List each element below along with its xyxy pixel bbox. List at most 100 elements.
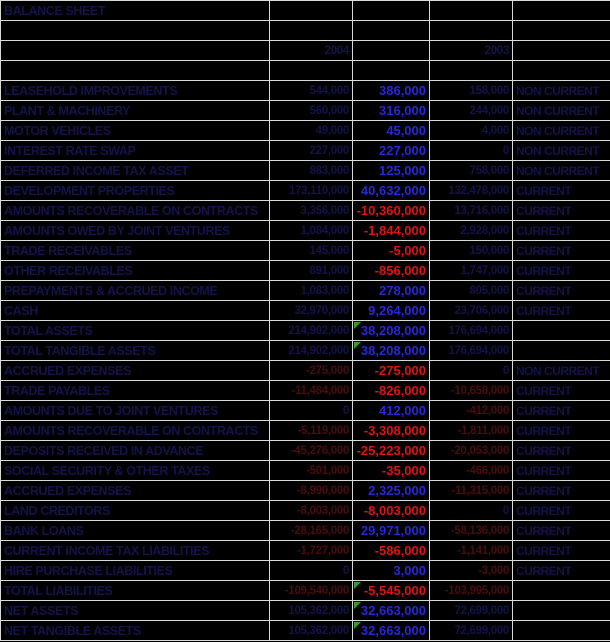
cell-diff[interactable]: 278,000 [352, 280, 430, 301]
cell-2004[interactable]: 32,970,000 [269, 300, 353, 321]
cell-diff[interactable]: 32,663,000 [352, 600, 430, 621]
cell-2004[interactable]: -109,540,000 [269, 580, 353, 601]
cell-2003[interactable]: -103,995,000 [429, 580, 513, 601]
cell-2004[interactable]: 560,000 [269, 100, 353, 121]
cell-2003[interactable]: 4,000 [429, 120, 513, 141]
cell-classification[interactable]: NON CURRENT [512, 360, 610, 381]
cell-diff[interactable]: 32,663,000 [352, 620, 430, 641]
cell-2003[interactable]: 158,000 [429, 80, 513, 101]
cell-diff[interactable]: 125,000 [352, 160, 430, 181]
cell-diff[interactable] [352, 40, 430, 61]
cell-classification[interactable]: NON CURRENT [512, 100, 610, 121]
cell-2003[interactable]: -11,315,000 [429, 480, 513, 501]
cell-classification[interactable]: CURRENT [512, 300, 610, 321]
cell-2003[interactable]: 23,706,000 [429, 300, 513, 321]
cell-classification[interactable]: CURRENT [512, 380, 610, 401]
row-label[interactable]: DEFERRED INCOME TAX ASSET [0, 160, 270, 181]
cell-diff[interactable]: 227,000 [352, 140, 430, 161]
cell-2003[interactable]: -1,811,000 [429, 420, 513, 441]
cell-diff[interactable] [352, 20, 430, 41]
cell-2003[interactable]: 0 [429, 140, 513, 161]
row-label[interactable]: BANK LOANS [0, 520, 270, 541]
cell-2004[interactable]: 1,083,000 [269, 280, 353, 301]
cell-classification[interactable]: CURRENT [512, 400, 610, 421]
cell-classification[interactable] [512, 340, 610, 361]
cell-diff[interactable]: -856,000 [352, 260, 430, 281]
cell-classification[interactable]: CURRENT [512, 440, 610, 461]
cell-classification[interactable]: CURRENT [512, 540, 610, 561]
row-label[interactable]: AMOUNTS RECOVERABLE ON CONTRACTS [0, 200, 270, 221]
cell-2003[interactable]: 2,928,000 [429, 220, 513, 241]
row-label[interactable]: PREPAYMENTS & ACCRUED INCOME [0, 280, 270, 301]
cell-diff[interactable] [352, 0, 430, 21]
cell-classification[interactable] [512, 40, 610, 61]
row-label[interactable]: NET TANGIBLE ASSETS [0, 620, 270, 641]
cell-2004[interactable]: 3,356,000 [269, 200, 353, 221]
row-label[interactable]: TRADE PAYABLES [0, 380, 270, 401]
sheet-title-cell[interactable]: BALANCE SHEET [0, 0, 270, 21]
cell-diff[interactable] [352, 60, 430, 81]
cell-2003[interactable]: 72,699,000 [429, 600, 513, 621]
cell-diff[interactable]: -3,308,000 [352, 420, 430, 441]
cell-2003[interactable] [429, 20, 513, 41]
cell-diff[interactable]: 2,325,000 [352, 480, 430, 501]
cell-2004[interactable]: 214,902,000 [269, 340, 353, 361]
row-label[interactable]: TOTAL LIABILITIES [0, 580, 270, 601]
cell-diff[interactable]: -1,844,000 [352, 220, 430, 241]
cell-classification[interactable]: CURRENT [512, 200, 610, 221]
cell-2003[interactable]: 72,699,000 [429, 620, 513, 641]
row-label[interactable]: LAND CREDITORS [0, 500, 270, 521]
cell-2004[interactable]: -275,000 [269, 360, 353, 381]
cell-2004[interactable]: 544,000 [269, 80, 353, 101]
cell-2003[interactable]: 805,000 [429, 280, 513, 301]
cell-diff[interactable]: 3,000 [352, 560, 430, 581]
row-label[interactable]: AMOUNTS DUE TO JOINT VENTURES [0, 400, 270, 421]
cell-classification[interactable] [512, 60, 610, 81]
cell-2004[interactable]: 891,000 [269, 260, 353, 281]
row-label[interactable]: INTEREST RATE SWAP [0, 140, 270, 161]
cell-2004[interactable]: -5,119,000 [269, 420, 353, 441]
cell-diff[interactable]: 316,000 [352, 100, 430, 121]
row-label[interactable]: DEPOSITS RECEIVED IN ADVANCE [0, 440, 270, 461]
cell-2004[interactable]: 214,902,000 [269, 320, 353, 341]
cell-diff[interactable]: 9,264,000 [352, 300, 430, 321]
row-label[interactable] [0, 20, 270, 41]
row-label[interactable]: TOTAL TANGIBLE ASSETS [0, 340, 270, 361]
row-label[interactable]: ACCRUED EXPENSES [0, 360, 270, 381]
cell-diff[interactable]: -25,223,000 [352, 440, 430, 461]
row-label[interactable]: DEVELOPMENT PROPERTIES [0, 180, 270, 201]
cell-2004[interactable]: 0 [269, 560, 353, 581]
cell-2004[interactable] [269, 0, 353, 21]
cell-diff[interactable]: -275,000 [352, 360, 430, 381]
cell-classification[interactable] [512, 580, 610, 601]
cell-2003[interactable] [429, 0, 513, 21]
row-label[interactable]: CURRENT INCOME TAX LIABILITIES [0, 540, 270, 561]
cell-2004[interactable]: 105,362,000 [269, 620, 353, 641]
cell-classification[interactable]: CURRENT [512, 260, 610, 281]
cell-diff[interactable]: 45,000 [352, 120, 430, 141]
row-label[interactable]: TRADE RECEIVABLES [0, 240, 270, 261]
cell-2003[interactable]: 176,694,000 [429, 340, 513, 361]
row-label[interactable]: PLANT & MACHINERY [0, 100, 270, 121]
cell-classification[interactable]: CURRENT [512, 480, 610, 501]
cell-2004[interactable]: -8,003,000 [269, 500, 353, 521]
row-label[interactable] [0, 40, 270, 61]
cell-2003[interactable]: -466,000 [429, 460, 513, 481]
row-label[interactable]: MOTOR VEHICLES [0, 120, 270, 141]
cell-2004[interactable]: 49,000 [269, 120, 353, 141]
cell-2003[interactable]: 150,000 [429, 240, 513, 261]
row-label[interactable]: AMOUNTS OWED BY JOINT VENTURES [0, 220, 270, 241]
cell-2004[interactable]: -1,727,000 [269, 540, 353, 561]
cell-classification[interactable] [512, 20, 610, 41]
cell-2003[interactable] [429, 60, 513, 81]
cell-classification[interactable]: CURRENT [512, 280, 610, 301]
cell-2003[interactable]: -1,141,000 [429, 540, 513, 561]
cell-classification[interactable]: CURRENT [512, 460, 610, 481]
cell-classification[interactable]: CURRENT [512, 520, 610, 541]
cell-diff[interactable]: 38,208,000 [352, 320, 430, 341]
cell-2004[interactable]: -28,165,000 [269, 520, 353, 541]
cell-2003[interactable]: 0 [429, 500, 513, 521]
cell-2003[interactable]: 13,716,000 [429, 200, 513, 221]
cell-2004[interactable]: -45,276,000 [269, 440, 353, 461]
row-label[interactable]: CASH [0, 300, 270, 321]
